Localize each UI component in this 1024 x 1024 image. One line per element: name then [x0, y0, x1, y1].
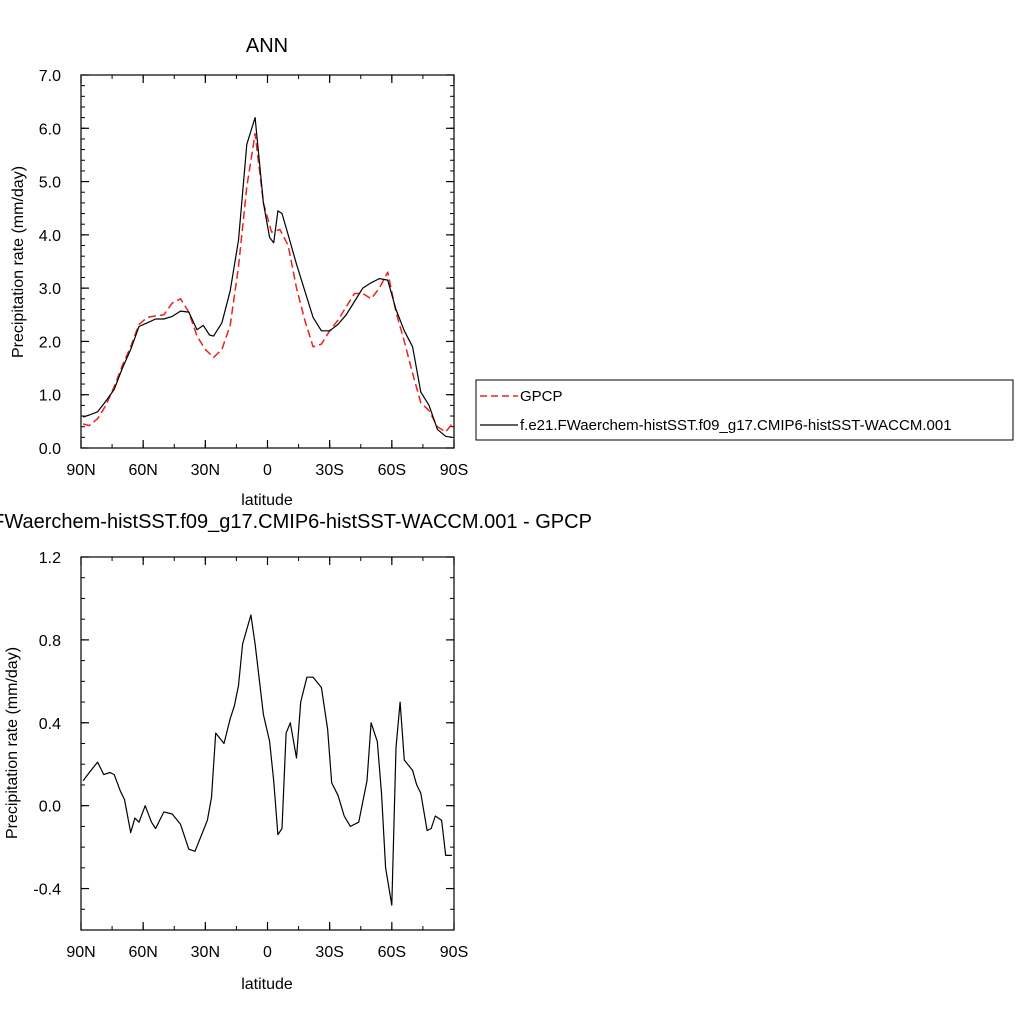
top-plot-frame: [80, 74, 455, 449]
x-tick-label: 30N: [191, 462, 220, 479]
x-tick-label: 0: [263, 462, 272, 479]
top-plot-title: ANN: [246, 35, 288, 57]
y-tick-label: 1.2: [39, 550, 61, 567]
difference-plot: f.e21.FWaerchem-histSST.f09_g17.CMIP6-hi…: [0, 511, 592, 993]
top-x-axis-label: latitude: [241, 492, 293, 509]
y-tick-label: 0.4: [39, 716, 61, 733]
y-tick-label: 2.0: [39, 334, 61, 351]
bottom-plot-title: f.e21.FWaerchem-histSST.f09_g17.CMIP6-hi…: [0, 511, 592, 533]
x-tick-label: 90S: [440, 944, 468, 961]
x-tick-label: 90N: [66, 462, 95, 479]
x-tick-label: 60N: [128, 462, 157, 479]
y-tick-label: 5.0: [39, 175, 61, 192]
top-series-line-gpcp: [82, 132, 453, 433]
annual-precip-plot: ANN 90N 60N 30N 0 30S 60S 90S 0.0 1.0 2.0 3.0 4.0 5.…: [10, 35, 468, 509]
legend: GPCP f.e21.FWaerchem-histSST.f09_g17.CMI…: [475, 379, 1014, 441]
bottom-plot-frame: [80, 556, 455, 931]
x-tick-label: 60N: [128, 944, 157, 961]
y-tick-label: 0.0: [39, 799, 61, 816]
top-y-axis-label: Precipitation rate (mm/day): [10, 166, 27, 358]
y-tick-label: 0.8: [39, 633, 61, 650]
x-tick-label: 0: [263, 944, 272, 961]
bottom-y-axis-label: Precipitation rate (mm/day): [4, 647, 21, 839]
bottom-x-axis-label: latitude: [241, 976, 293, 993]
y-tick-label: 7.0: [39, 68, 61, 85]
x-tick-label: 60S: [378, 462, 406, 479]
y-tick-label: 3.0: [39, 281, 61, 298]
x-tick-label: 90S: [440, 462, 468, 479]
x-tick-label: 90N: [66, 944, 95, 961]
y-tick-label: -0.4: [33, 882, 61, 899]
top-series-line-model: [82, 116, 452, 438]
y-tick-label: 1.0: [39, 388, 61, 405]
legend-box: [475, 379, 1014, 441]
y-tick-label: 0.0: [39, 441, 61, 458]
legend-label-gpcp: GPCP: [520, 388, 563, 405]
y-tick-label: 6.0: [39, 121, 61, 138]
y-tick-label: 4.0: [39, 228, 61, 245]
x-tick-label: 30N: [191, 944, 220, 961]
x-tick-label: 30S: [315, 944, 343, 961]
x-tick-label: 60S: [378, 944, 406, 961]
bottom-series-line-difference: [82, 614, 452, 906]
legend-label-model: f.e21.FWaerchem-histSST.f09_g17.CMIP6-hi…: [520, 417, 952, 434]
x-tick-label: 30S: [315, 462, 343, 479]
